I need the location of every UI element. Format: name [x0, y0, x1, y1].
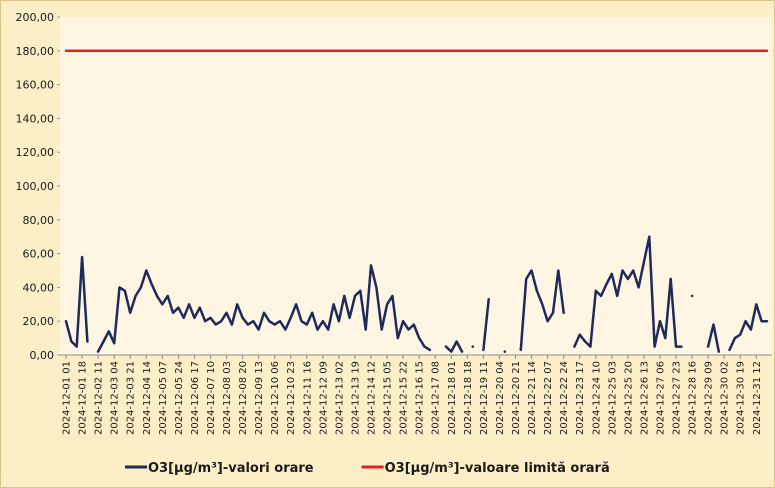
x-tick-label: 2024-12-24 10	[591, 361, 602, 435]
x-tick-label: 2024-12-20 04	[495, 361, 506, 435]
series-line	[573, 235, 683, 348]
x-tick-label: 2024-12-30 19	[736, 361, 747, 435]
plot-area	[60, 17, 772, 355]
series-line	[728, 303, 769, 352]
y-tick-label: 180,00	[16, 45, 55, 58]
x-tick-label: 2024-12-03 04	[110, 361, 121, 435]
x-tick-label: 2024-12-10 06	[270, 361, 281, 435]
x-tick-label: 2024-12-27 23	[672, 361, 683, 435]
y-tick-label: 60,00	[23, 248, 55, 261]
x-tick-label: 2024-12-18 18	[463, 361, 474, 435]
x-tick-label: 2024-12-05 07	[158, 361, 169, 435]
y-tick-label: 140,00	[16, 112, 55, 125]
y-tick-label: 100,00	[16, 180, 55, 193]
x-tick-label: 2024-12-23 17	[575, 361, 586, 435]
x-tick-label: 2024-12-07 10	[206, 361, 217, 435]
x-tick-label: 2024-12-22 24	[559, 361, 570, 435]
x-tick-label: 2024-12-03 21	[126, 361, 137, 435]
y-tick-label: 200,00	[16, 11, 55, 24]
x-tick-label: 2024-12-17 08	[431, 361, 442, 435]
legend-label: O3[µg/m³]-valori orare	[148, 461, 314, 476]
series-line	[706, 323, 721, 353]
y-tick-label: 120,00	[16, 146, 55, 159]
series-line	[444, 340, 464, 353]
x-tick-label: 2024-12-08 20	[238, 361, 249, 435]
x-tick-label: 2024-12-22 07	[543, 361, 554, 435]
x-tick-label: 2024-12-25 03	[607, 361, 618, 435]
x-tick-label: 2024-12-16 15	[415, 361, 426, 435]
x-tick-label: 2024-12-15 05	[383, 361, 394, 435]
x-tick-label: 2024-12-30 02	[720, 361, 731, 435]
series-line	[519, 269, 565, 352]
x-tick-label: 2024-12-21 14	[527, 361, 538, 435]
series-line	[96, 264, 432, 353]
x-tick-label: 2024-12-01 18	[78, 361, 89, 435]
x-tick-label: 2024-12-19 11	[479, 361, 490, 435]
x-tick-label: 2024-12-08 03	[222, 361, 233, 435]
y-tick-label: 160,00	[16, 79, 55, 92]
y-tick-label: 80,00	[23, 214, 55, 227]
x-tick-label: 2024-12-09 13	[254, 361, 265, 435]
x-tick-label: 2024-12-26 13	[639, 361, 650, 435]
x-tick-label: 2024-12-29 09	[704, 361, 715, 435]
series-line	[482, 297, 490, 352]
series-line	[64, 255, 89, 348]
x-tick-label: 2024-12-20 21	[511, 361, 522, 435]
x-tick-label: 2024-12-12 09	[318, 361, 329, 435]
x-tick-label: 2024-12-02 11	[94, 361, 105, 435]
x-tick-label: 2024-12-13 19	[350, 361, 361, 435]
x-tick-label: 2024-12-14 12	[367, 361, 378, 435]
x-tick-label: 2024-12-01 01	[62, 361, 73, 435]
x-tick-label: 2024-12-05 24	[174, 361, 185, 435]
x-tick-label: 2024-12-27 06	[655, 361, 666, 435]
x-tick-label: 2024-12-10 23	[286, 361, 297, 435]
x-tick-label: 2024-12-31 12	[752, 361, 763, 435]
x-tick-label: 2024-12-13 02	[334, 361, 345, 435]
x-tick-label: 2024-12-25 20	[623, 361, 634, 435]
x-tick-label: 2024-12-04 14	[142, 361, 153, 435]
x-tick-label: 2024-12-18 01	[447, 361, 458, 435]
x-tick-label: 2024-12-11 16	[302, 361, 313, 435]
x-tick-label: 2024-12-15 22	[399, 361, 410, 435]
y-tick-label: 0,00	[30, 349, 55, 362]
y-tick-label: 20,00	[23, 315, 55, 328]
y-tick-label: 40,00	[23, 281, 55, 294]
legend-label: O3[µg/m³]-valoare limită orară	[385, 461, 610, 476]
x-tick-label: 2024-12-06 17	[190, 361, 201, 435]
x-tick-label: 2024-12-28 16	[688, 361, 699, 435]
